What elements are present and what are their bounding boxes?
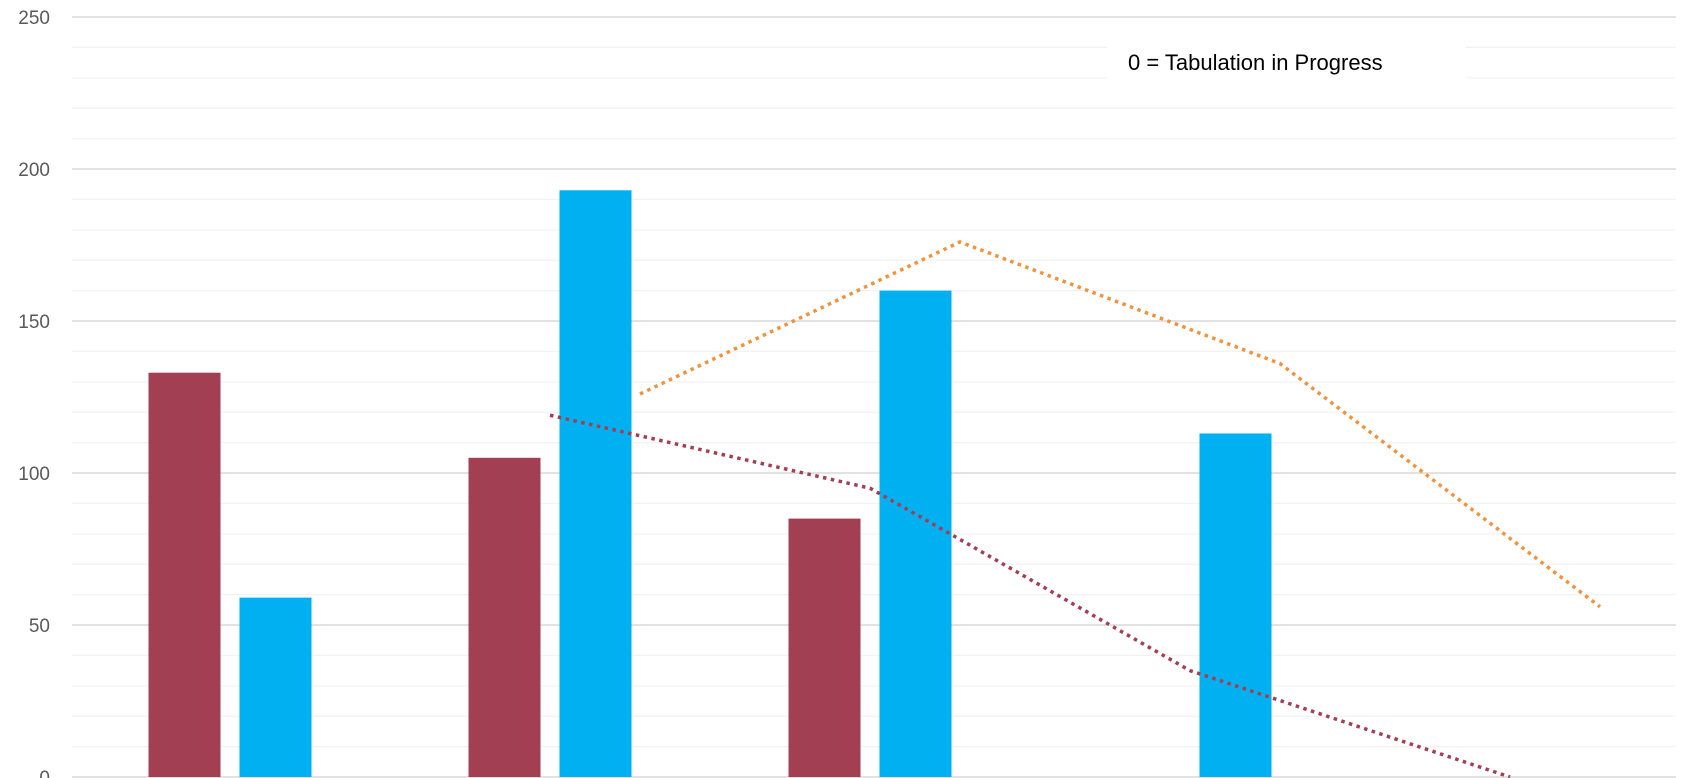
trendline-1 xyxy=(549,413,1511,778)
bars xyxy=(148,190,1272,777)
annotation-text: 0 = Tabulation in Progress xyxy=(1128,50,1383,75)
trendlines xyxy=(549,240,1602,778)
y-tick-label: 200 xyxy=(18,160,50,181)
bar-series-2-category-4 xyxy=(1199,433,1272,777)
y-tick-label: 50 xyxy=(29,616,50,637)
annotations: 0 = Tabulation in Progress xyxy=(1107,40,1465,86)
y-tick-label: 150 xyxy=(18,312,50,333)
y-tick-label: 250 xyxy=(18,8,50,29)
trendline-2 xyxy=(639,240,1602,609)
major-gridlines xyxy=(72,16,1676,778)
minor-gridlines xyxy=(72,46,1676,748)
bar-series-1-category-3 xyxy=(788,518,861,777)
bar-series-2-category-2 xyxy=(559,190,632,777)
y-tick-label: 100 xyxy=(18,464,50,485)
bar-series-1-category-2 xyxy=(468,457,541,777)
y-axis-tick-labels: 0 50 100 150 200 250 xyxy=(18,8,50,778)
bar-series-2-category-3 xyxy=(879,290,952,777)
bar-series-2-category-1 xyxy=(239,597,312,777)
bar-series-1-category-1 xyxy=(148,372,221,777)
y-tick-label: 0 xyxy=(39,768,50,778)
annotation-box xyxy=(1107,40,1465,86)
